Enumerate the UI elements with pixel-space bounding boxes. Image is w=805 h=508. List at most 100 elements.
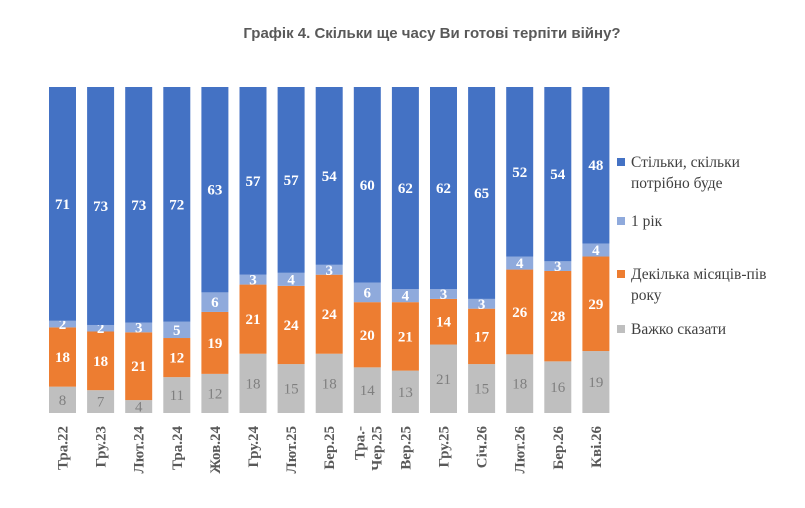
data-label: 3 [478, 297, 486, 313]
x-tick-label: Бер.25 [322, 426, 338, 470]
data-label: 5 [173, 323, 181, 339]
x-tick-label: Лют.25 [284, 426, 300, 473]
bar-segment [49, 327, 76, 387]
data-label: 62 [398, 181, 413, 197]
data-label: 21 [131, 359, 146, 375]
data-label: 19 [207, 336, 222, 352]
data-label: 3 [440, 287, 448, 303]
bar-segment [87, 390, 115, 413]
legend-swatch [617, 158, 625, 166]
bar-segment [87, 87, 115, 325]
bar-segment [353, 282, 381, 303]
bar-segment [163, 321, 191, 339]
bar-segment [544, 270, 572, 362]
bar-segment [201, 311, 229, 374]
bar-segment [468, 87, 496, 299]
data-label: 57 [284, 173, 300, 189]
data-label: 29 [588, 297, 603, 313]
bars-group: 8182717182734213731112572121966318213571… [49, 87, 610, 416]
x-tick-label: Гру.23 [94, 426, 110, 468]
bar-segment [125, 322, 153, 333]
bar-segment [125, 332, 153, 401]
x-tick-label: Тра.22 [56, 426, 72, 470]
data-label: 4 [592, 243, 600, 259]
data-label: 21 [436, 372, 451, 388]
bar-segment [582, 87, 610, 244]
bar-segment [315, 353, 343, 413]
legend-label: 1 рік [631, 213, 663, 230]
bar-segment [239, 284, 267, 354]
data-label: 48 [588, 158, 603, 174]
bar-segment [468, 298, 496, 309]
data-label: 26 [512, 305, 528, 321]
data-label: 3 [325, 263, 333, 279]
bar-segment [506, 269, 534, 355]
x-tick-label: Лют.24 [132, 426, 148, 474]
x-tick-label: Жов.24 [208, 426, 224, 474]
data-label: 73 [131, 198, 146, 214]
data-label: 4 [287, 272, 295, 288]
data-label: 14 [436, 315, 452, 331]
data-label: 52 [512, 165, 527, 181]
data-label: 28 [550, 309, 565, 325]
bar-segment [391, 87, 419, 290]
data-label: 62 [436, 181, 451, 197]
data-label: 11 [170, 388, 184, 404]
data-label: 17 [474, 329, 490, 345]
data-label: 12 [169, 351, 184, 367]
data-label: 12 [207, 386, 222, 402]
bar-segment [277, 285, 305, 365]
data-label: 19 [588, 375, 603, 391]
chart-title: Графік 4. Скільки ще часу Ви готові терп… [243, 25, 620, 42]
bar-segment [315, 264, 343, 275]
bar-segment [163, 87, 191, 322]
legend: Стільки, скільки потрібно буде 1 рік Декіль… [617, 154, 766, 338]
bar-segment [239, 353, 267, 413]
legend-label: Декілька місяців-пів року [631, 266, 766, 304]
bar-segment [87, 324, 115, 332]
data-label: 2 [59, 317, 67, 333]
bar-segment [277, 364, 305, 413]
x-tick-label: Вер.25 [398, 426, 414, 470]
data-label: 2 [97, 321, 105, 337]
bar-segment [582, 243, 610, 257]
data-label: 21 [246, 312, 261, 328]
bar-segment [430, 289, 457, 299]
bar-segment [430, 344, 457, 413]
bar-segment [353, 367, 381, 413]
data-label: 3 [249, 273, 257, 289]
bar-segment [353, 302, 381, 368]
bar-segment [468, 364, 496, 413]
data-label: 57 [246, 174, 262, 190]
data-label: 14 [360, 383, 376, 399]
x-tick-label: Гру.24 [246, 426, 262, 468]
x-tick-label: Січ.26 [475, 426, 491, 469]
data-label: 3 [135, 320, 143, 336]
bar-segment [49, 386, 76, 413]
bar-segment [506, 256, 534, 270]
x-axis-labels: Тра.22 Гру.23 Лют.24 Тра.24 Жов.24 Гру.24 Лют.… [56, 426, 605, 474]
bar-segment [201, 292, 229, 312]
legend-label: Стільки, скільки потрібно буде [631, 154, 740, 192]
bar-segment [201, 373, 229, 413]
bar-segment [163, 338, 191, 378]
data-label: 73 [93, 199, 108, 215]
bar-segment [239, 87, 267, 275]
data-label: 63 [207, 183, 222, 199]
data-label: 13 [398, 385, 413, 401]
data-label: 24 [322, 307, 338, 323]
bar-segment [315, 87, 343, 265]
bar-segment [201, 87, 229, 293]
bar-segment [506, 87, 534, 257]
bar-segment [125, 87, 153, 323]
x-tick-label: Кві.26 [589, 426, 605, 468]
bar-segment [391, 302, 419, 371]
bar-segment [468, 308, 496, 365]
x-tick-label: Лют.26 [513, 426, 529, 474]
data-label: 65 [474, 186, 489, 202]
data-label: 4 [402, 289, 410, 305]
x-tick-label: Гру.25 [437, 426, 453, 468]
data-label: 8 [59, 393, 67, 409]
data-label: 15 [284, 382, 299, 398]
